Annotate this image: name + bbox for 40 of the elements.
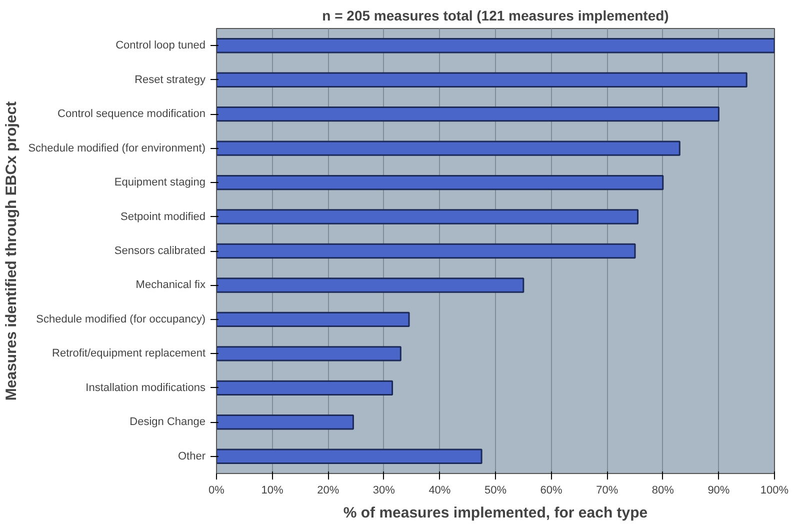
x-axis-title: % of measures implemented, for each type [343, 504, 648, 522]
bar [216, 448, 482, 464]
bar [216, 140, 680, 156]
y-axis-title: Measures identified through EBCx project [3, 101, 20, 401]
x-tick-label: 100% [760, 484, 789, 496]
bar [216, 72, 748, 88]
y-tick-label: Reset strategy [134, 74, 206, 86]
bar [216, 209, 639, 224]
x-tick-label: 20% [317, 484, 340, 496]
y-tick-label: Mechanical fix [136, 279, 206, 292]
y-tick-label: Control loop tuned [116, 40, 206, 52]
x-tick-label: 0% [208, 484, 225, 496]
bar [216, 106, 720, 122]
x-tick-label: 50% [484, 484, 507, 496]
y-tick-label: Schedule modified (for occupancy) [36, 313, 206, 326]
y-tick-label: Schedule modified (for environment) [28, 142, 206, 154]
x-tick-label: 30% [372, 484, 396, 496]
bar [216, 414, 354, 430]
bar [216, 312, 410, 328]
y-tick-label: Other [178, 450, 206, 462]
y-tick-label: Design Change [130, 416, 206, 428]
y-tick-label: Setpoint modified [120, 210, 206, 223]
x-tick-label: 80% [652, 484, 674, 496]
x-tick-label: 70% [596, 484, 618, 496]
x-tick-label: 40% [428, 484, 451, 496]
y-tick-label: Retrofit/equipment replacement [52, 348, 206, 360]
x-tick-label: 10% [261, 484, 284, 496]
bar [216, 380, 394, 396]
bar [216, 174, 664, 190]
y-tick-label: Equipment staging [114, 176, 206, 189]
chart-title: n = 205 measures total (121 measures implemented) [322, 8, 669, 24]
y-tick-label: Control sequence modification [58, 108, 206, 120]
bar [216, 278, 524, 293]
y-tick-label: Installation modifications [86, 382, 206, 394]
bar [216, 346, 402, 362]
bar [216, 38, 774, 54]
y-tick-label: Sensors calibrated [114, 245, 206, 257]
x-tick-label: 90% [708, 484, 730, 496]
x-tick-label: 60% [540, 484, 563, 496]
bar [216, 243, 636, 259]
